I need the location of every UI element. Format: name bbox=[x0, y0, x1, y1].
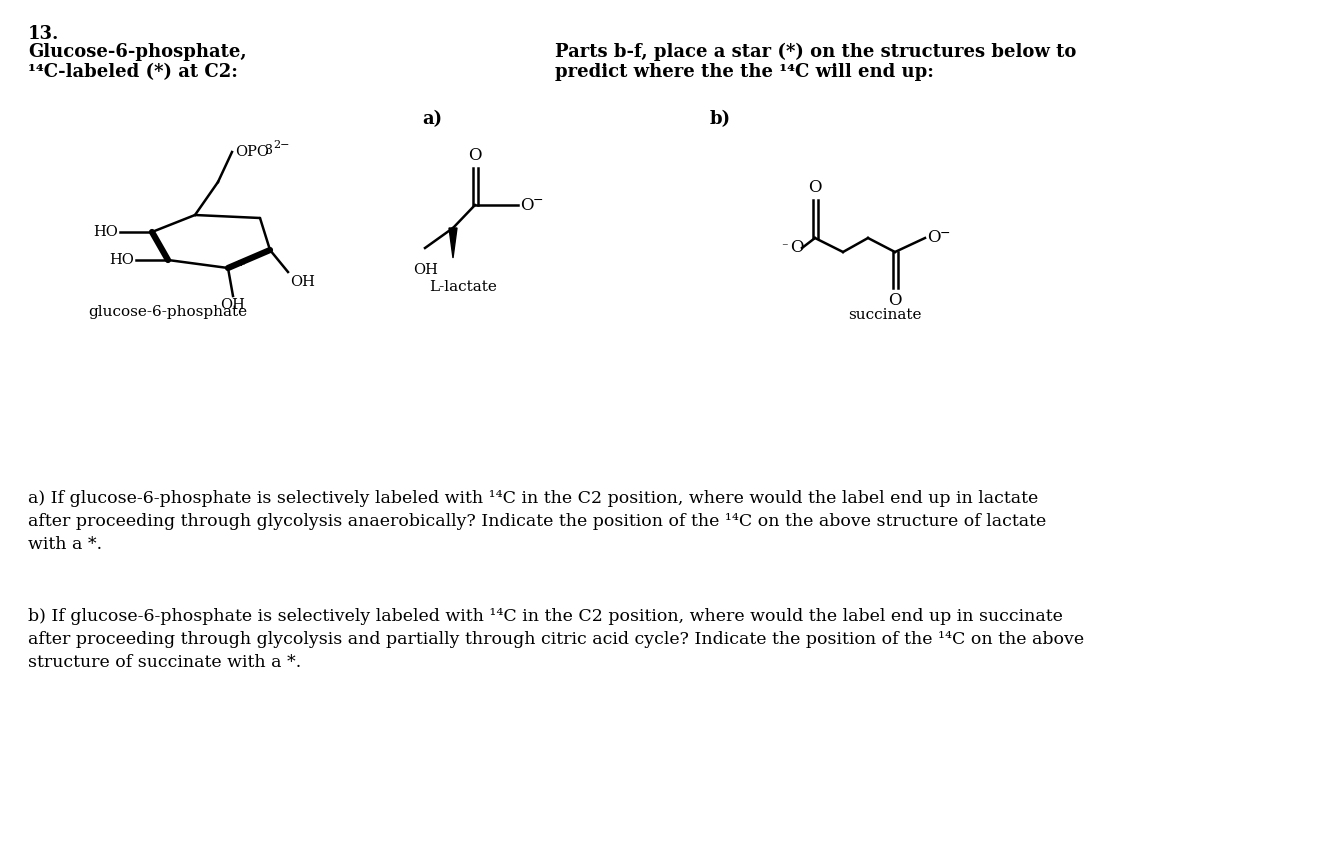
Text: O: O bbox=[468, 147, 481, 164]
Text: b): b) bbox=[710, 110, 731, 128]
Text: O: O bbox=[791, 239, 804, 257]
Text: HO: HO bbox=[93, 225, 118, 239]
Text: OH: OH bbox=[290, 275, 315, 289]
Text: 3: 3 bbox=[264, 143, 274, 157]
Text: O: O bbox=[520, 196, 534, 214]
Text: Parts b-f, place a star (*) on the structures below to: Parts b-f, place a star (*) on the struc… bbox=[555, 43, 1076, 61]
Text: after proceeding through glycolysis anaerobically? Indicate the position of the : after proceeding through glycolysis anae… bbox=[28, 513, 1046, 530]
Text: OH: OH bbox=[221, 298, 246, 312]
Text: after proceeding through glycolysis and partially through citric acid cycle? Ind: after proceeding through glycolysis and … bbox=[28, 631, 1084, 648]
Text: HO: HO bbox=[110, 253, 134, 267]
Text: OPO: OPO bbox=[235, 145, 268, 159]
Text: b) If glucose-6-phosphate is selectively labeled with ¹⁴C in the C2 position, wh: b) If glucose-6-phosphate is selectively… bbox=[28, 608, 1063, 625]
Text: 2−: 2− bbox=[274, 140, 290, 150]
Text: L-lactate: L-lactate bbox=[430, 280, 497, 294]
Text: a): a) bbox=[422, 110, 442, 128]
Text: 13.: 13. bbox=[28, 25, 59, 43]
Polygon shape bbox=[449, 228, 457, 258]
Text: ⁻: ⁻ bbox=[781, 242, 788, 254]
Text: ¹⁴C-labeled (*) at C2:: ¹⁴C-labeled (*) at C2: bbox=[28, 63, 238, 81]
Text: −: − bbox=[940, 226, 951, 239]
Text: O: O bbox=[927, 230, 940, 247]
Text: Glucose-6-phosphate,: Glucose-6-phosphate, bbox=[28, 43, 247, 61]
Text: a) If glucose-6-phosphate is selectively labeled with ¹⁴C in the C2 position, wh: a) If glucose-6-phosphate is selectively… bbox=[28, 490, 1038, 507]
Text: −: − bbox=[533, 194, 543, 206]
Text: O: O bbox=[888, 292, 902, 309]
Text: succinate: succinate bbox=[847, 308, 921, 322]
Text: glucose-6-phosphate: glucose-6-phosphate bbox=[89, 305, 247, 319]
Text: predict where the the ¹⁴C will end up:: predict where the the ¹⁴C will end up: bbox=[555, 63, 933, 81]
Text: with a *.: with a *. bbox=[28, 536, 102, 553]
Text: O: O bbox=[808, 179, 822, 196]
Text: OH: OH bbox=[412, 263, 438, 277]
Text: structure of succinate with a *.: structure of succinate with a *. bbox=[28, 654, 301, 671]
Text: *: * bbox=[238, 259, 245, 273]
